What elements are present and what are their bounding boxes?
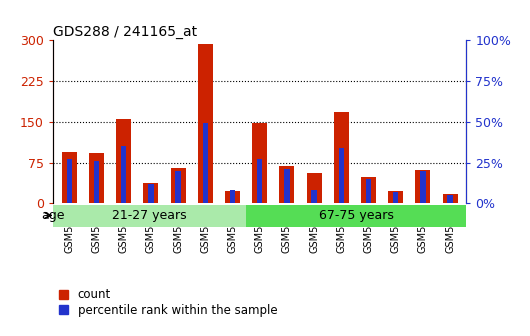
Bar [144, 183, 158, 203]
Bar [198, 44, 213, 203]
Bar [339, 148, 344, 203]
Legend: count, percentile rank within the sample: count, percentile rank within the sample [59, 288, 277, 317]
Bar [225, 192, 240, 203]
Text: GDS288 / 241165_at: GDS288 / 241165_at [53, 25, 197, 39]
Bar [393, 192, 399, 203]
Bar [307, 173, 322, 203]
Text: 21-27 years: 21-27 years [112, 209, 187, 222]
Bar [366, 179, 371, 203]
Bar [62, 152, 77, 203]
Bar [67, 159, 72, 203]
Bar [420, 171, 426, 203]
Bar [416, 170, 430, 203]
Bar [279, 166, 294, 203]
Text: age: age [41, 209, 64, 222]
Bar [230, 191, 235, 203]
Bar [257, 159, 262, 203]
FancyBboxPatch shape [53, 205, 246, 227]
Bar [175, 171, 181, 203]
Bar [447, 195, 453, 203]
Bar [361, 177, 376, 203]
FancyBboxPatch shape [246, 205, 466, 227]
Bar [388, 192, 403, 203]
Bar [443, 194, 457, 203]
Text: 67-75 years: 67-75 years [319, 209, 394, 222]
Bar [89, 153, 104, 203]
Bar [252, 123, 267, 203]
Bar [334, 112, 349, 203]
Bar [116, 119, 131, 203]
Bar [94, 161, 99, 203]
Bar [171, 168, 185, 203]
Bar [148, 184, 154, 203]
Bar [312, 191, 317, 203]
Bar [284, 169, 289, 203]
Bar [202, 124, 208, 203]
Bar [121, 146, 126, 203]
